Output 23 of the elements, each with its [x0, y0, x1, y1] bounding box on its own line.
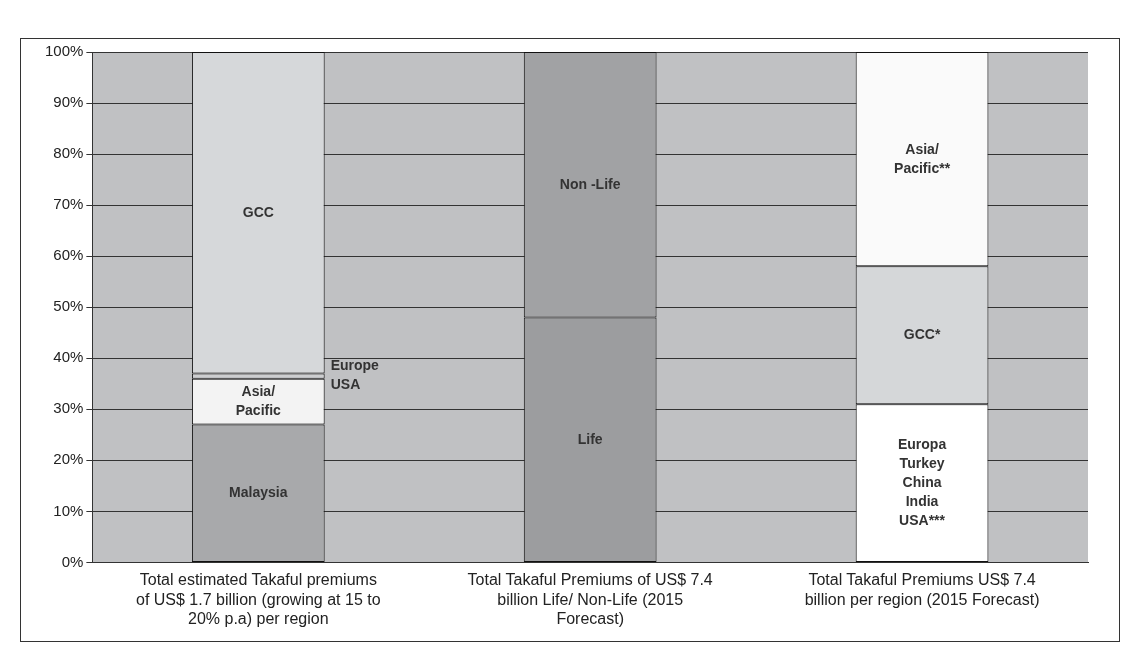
y-tick-label: 20%	[53, 450, 84, 468]
series-label: Europa Turkey China India USA***	[897, 435, 947, 528]
series-label: GCC*	[903, 326, 941, 343]
y-tick-label: 50%	[53, 297, 84, 315]
series-label: Asia/ Pacific**	[894, 140, 951, 176]
series-label: Malaysia	[229, 484, 288, 501]
x-tick-label: Total estimated Takaful premiums of US$ 1.7 billion (growing at 15 to 20% p.a) per region	[136, 571, 381, 627]
x-tick-label: Total Takaful Premiums of US$ 7.4 billion Life/ Non-Life (2015 Forecast)	[467, 571, 713, 627]
series-label: Life	[577, 430, 603, 447]
series-label: Europe USA	[330, 357, 380, 393]
y-tick-label: 10%	[53, 501, 84, 519]
y-tick-label: 90%	[53, 93, 84, 111]
series-label: Asia/ Pacific	[235, 382, 282, 418]
y-tick-label: 100%	[44, 42, 84, 60]
y-tick-label: 0%	[61, 552, 84, 570]
y-tick-label: 60%	[53, 246, 84, 264]
x-tick-label: Total Takaful Premiums US$ 7.4 billion per region (2015 Forecast)	[804, 571, 1040, 608]
series-label: GCC	[242, 203, 274, 220]
y-tick-label: 30%	[53, 399, 84, 417]
series-label: Non -Life	[559, 175, 621, 192]
y-tick-label: 70%	[53, 195, 84, 213]
y-tick-label: 80%	[53, 144, 84, 162]
y-tick-label: 40%	[53, 348, 84, 366]
